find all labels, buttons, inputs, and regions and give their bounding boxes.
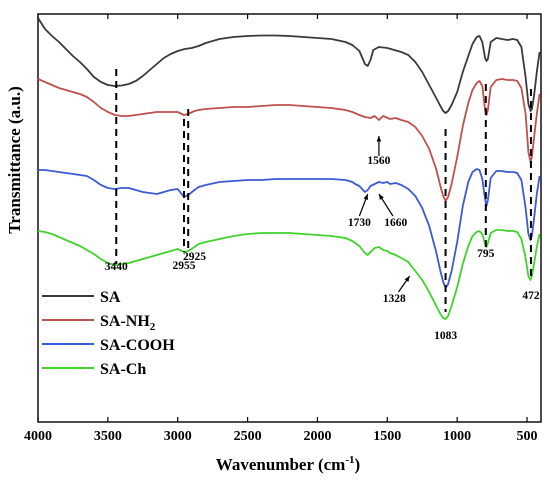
x-tick-label-1: 3500 <box>94 429 122 444</box>
x-axis-title: Wavenumber (cm-1) <box>216 454 360 474</box>
x-tick-label-3: 2500 <box>234 429 262 444</box>
annotation-label-2: 2925 <box>183 251 206 263</box>
annotation-label-9: 472 <box>522 290 540 302</box>
series-line-2 <box>38 168 541 289</box>
annotation-label-4: 1730 <box>348 217 371 229</box>
series-line-1 <box>37 78 541 202</box>
annotation-label-3: 1560 <box>367 155 390 167</box>
y-axis-title: Transmittance (a.u.) <box>5 86 24 233</box>
x-tick-label-6: 1000 <box>443 429 471 444</box>
legend-label-3: SA-Ch <box>100 361 146 378</box>
x-tick-label-7: 500 <box>517 429 538 444</box>
annotation-label-1: 2955 <box>173 260 196 272</box>
x-axis-title-sup: -1 <box>345 454 354 466</box>
annotation-arrowhead-2 <box>378 194 384 200</box>
legend-label-0: SA <box>100 289 121 306</box>
legend: SA SA-NH2 SA-COOH SA-Ch <box>42 289 175 378</box>
x-tick-label-4: 2000 <box>303 429 331 444</box>
x-tick-label-5: 1500 <box>373 429 401 444</box>
legend-label-2: SA-COOH <box>100 337 175 354</box>
series-line-3 <box>37 229 541 320</box>
x-axis-title-close: ) <box>355 455 361 474</box>
plot-border <box>37 13 542 423</box>
annotation-label-7: 1083 <box>434 330 457 342</box>
reference-lines <box>115 69 532 312</box>
x-tick-label-2: 3000 <box>164 429 192 444</box>
legend-label-1: SA-NH2 <box>100 313 156 333</box>
annotation-label-0: 3440 <box>105 261 128 273</box>
annotation-label-6: 1328 <box>383 293 406 305</box>
annotation-label-5: 1660 <box>384 217 407 229</box>
x-axis-title-main: Wavenumber (cm <box>216 455 346 474</box>
annotation-arrowhead-0 <box>376 136 382 142</box>
x-tick-label-0: 4000 <box>24 429 52 444</box>
annotation-label-8: 795 <box>477 248 495 260</box>
x-axis-ticks: 4000 3500 3000 2500 2000 1500 1000 500 <box>24 14 538 444</box>
plot-frame <box>37 13 542 423</box>
annotation-arrowhead-1 <box>363 194 368 200</box>
annotation-arrowhead-3 <box>404 276 410 282</box>
series-line-0 <box>37 17 541 114</box>
series-layer <box>37 17 541 320</box>
